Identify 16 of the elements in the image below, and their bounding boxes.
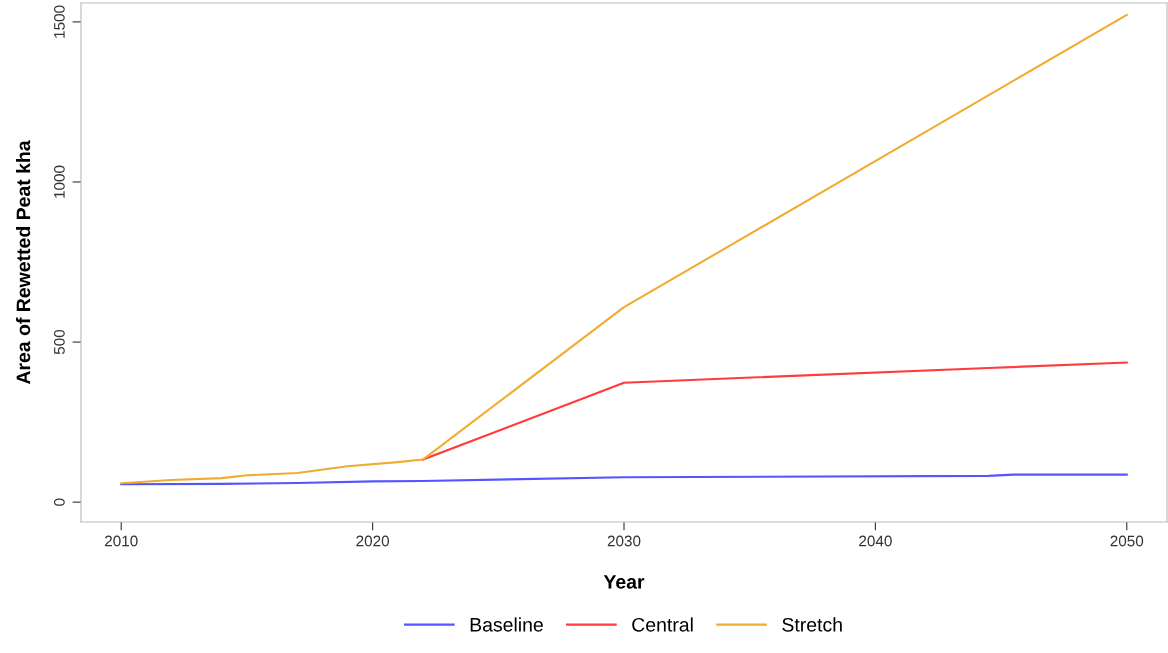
x-tick-label: 2010	[105, 535, 138, 547]
y-tick-label: 500	[53, 329, 65, 355]
y-axis-title: Area of Rewetted Peat kha	[15, 140, 31, 385]
legend-label: Baseline	[470, 617, 543, 632]
y-tick-label: 1000	[53, 165, 65, 198]
x-tick-label: 2030	[607, 535, 641, 547]
line-series	[120, 13, 1128, 485]
legend-label: Stretch	[782, 617, 842, 632]
legend-label: Central	[632, 617, 693, 632]
x-tick-label: 2020	[356, 535, 390, 547]
line-series	[120, 473, 1128, 486]
x-tick-label: 2040	[859, 535, 892, 547]
y-tick-label: 0	[53, 498, 65, 506]
x-tick-label: 2050	[1110, 535, 1144, 547]
x-axis-title: Year	[603, 575, 645, 589]
y-tick-label: 1500	[53, 5, 65, 38]
